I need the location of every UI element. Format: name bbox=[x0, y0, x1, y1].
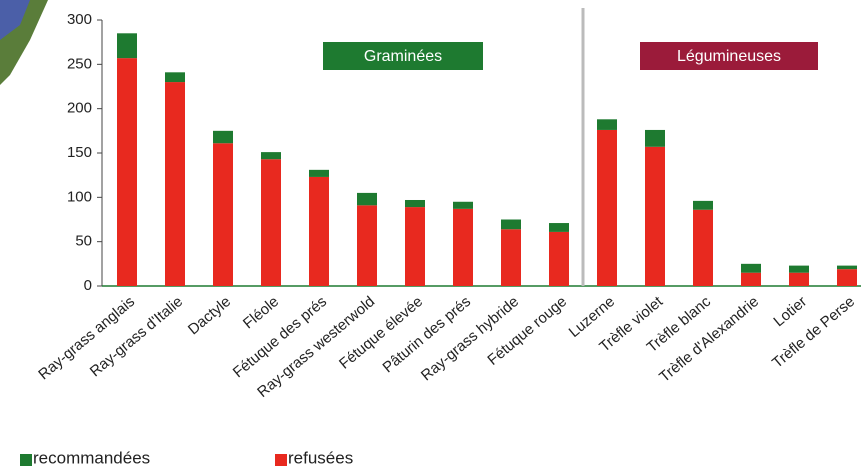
bar-segment bbox=[693, 200, 713, 210]
bar-segment bbox=[309, 169, 329, 177]
group-box bbox=[640, 42, 818, 70]
bar-segment bbox=[165, 72, 185, 83]
y-tick-label: 250 bbox=[67, 55, 92, 72]
x-tick-label: Lotier bbox=[770, 293, 810, 330]
bar-segment bbox=[741, 263, 761, 273]
legend-swatch bbox=[20, 454, 32, 466]
bar-segment bbox=[597, 119, 617, 130]
group-label: Légumineuses bbox=[677, 48, 781, 65]
bar-segment bbox=[837, 269, 857, 286]
bar-segment bbox=[741, 272, 761, 286]
bar-segment bbox=[117, 33, 137, 59]
bar-segment bbox=[597, 129, 617, 286]
y-tick-label: 100 bbox=[67, 188, 92, 205]
group-label: Graminées bbox=[364, 48, 442, 65]
x-tick-label: Trèfle de Perse bbox=[769, 293, 858, 372]
bar-segment bbox=[837, 265, 857, 270]
bar-segment bbox=[405, 207, 425, 286]
bar-segment bbox=[645, 129, 665, 147]
legend-swatch bbox=[275, 454, 287, 466]
y-tick-label: 0 bbox=[84, 277, 92, 294]
bar-segment bbox=[357, 205, 377, 286]
bar-segment bbox=[117, 58, 137, 287]
bar-segment bbox=[693, 209, 713, 286]
bar-segment bbox=[261, 152, 281, 160]
y-tick-label: 300 bbox=[67, 11, 92, 28]
bar-segment bbox=[453, 208, 473, 286]
group-box bbox=[323, 42, 483, 70]
y-tick-label: 200 bbox=[67, 100, 92, 117]
y-tick-label: 50 bbox=[75, 233, 92, 250]
corner-image bbox=[0, 0, 30, 40]
x-tick-label: Fétuque élevée bbox=[336, 293, 426, 373]
bar-segment bbox=[405, 199, 425, 208]
bar-segment bbox=[357, 192, 377, 206]
bar-segment bbox=[261, 159, 281, 286]
bar-segment bbox=[789, 265, 809, 273]
y-tick-label: 150 bbox=[67, 144, 92, 161]
legend-label: recommandées bbox=[33, 448, 150, 467]
bar-segment bbox=[213, 130, 233, 144]
bar-segment bbox=[501, 219, 521, 230]
bar-segment bbox=[165, 82, 185, 286]
legend-label: refusées bbox=[288, 448, 353, 467]
bar-segment bbox=[549, 231, 569, 286]
bar-segment bbox=[453, 201, 473, 209]
bar-segment bbox=[549, 223, 569, 232]
bar-segment bbox=[213, 143, 233, 286]
bar-segment bbox=[789, 272, 809, 286]
x-tick-label: Dactyle bbox=[185, 293, 234, 338]
bar-segment bbox=[645, 146, 665, 286]
x-tick-label: Fléole bbox=[240, 293, 282, 332]
bar-segment bbox=[309, 176, 329, 286]
bar-segment bbox=[501, 229, 521, 286]
